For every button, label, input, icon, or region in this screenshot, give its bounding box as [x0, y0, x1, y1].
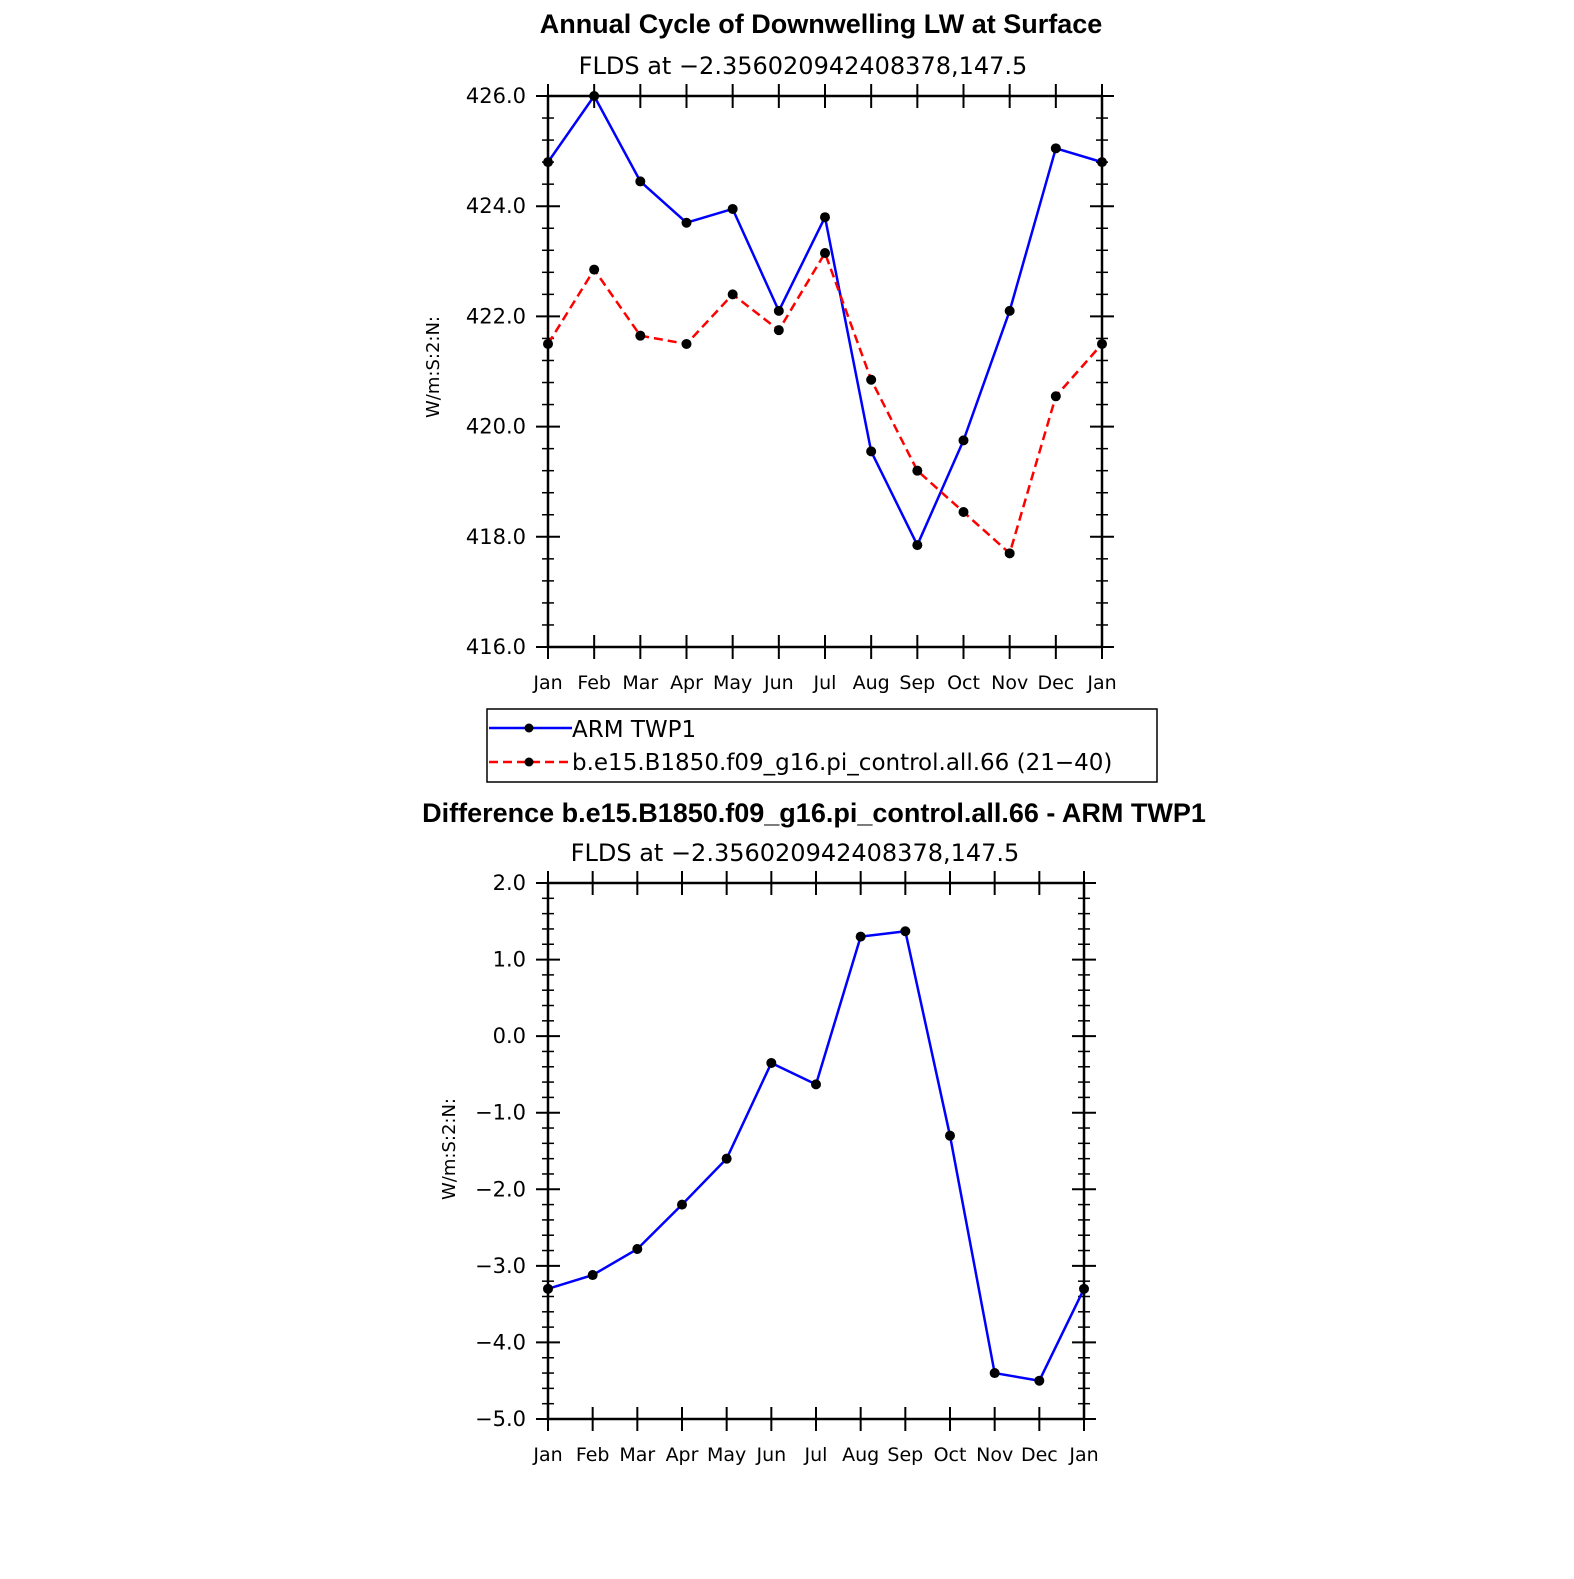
- top-chart-ticks: 416.0 418.0 420.0 422.0 424.0 426.0 Jan Feb Mar A…: [466, 84, 1117, 694]
- bottom-chart-ylabel: W/m:S:2:N:: [439, 1098, 460, 1200]
- bottom-series-0-point: [945, 1130, 955, 1141]
- top-xtick-label-aug: Aug: [853, 672, 890, 694]
- top-xtick-label-jan: Jan: [1086, 672, 1116, 694]
- top-series-0-point: [773, 305, 784, 316]
- top-xtick-label-nov: Nov: [991, 672, 1028, 694]
- top-ytick-label: 416.0: [466, 635, 526, 659]
- top-series-0-point: [727, 203, 738, 214]
- bottom-xtick-label-oct: Oct: [934, 1444, 967, 1466]
- bottom-ytick-label: 1.0: [493, 948, 526, 972]
- bottom-xtick-label-nov: Nov: [976, 1444, 1013, 1466]
- legend-box: [486, 708, 1158, 783]
- legend-marker-arm: [524, 723, 534, 733]
- top-series-line-1: [546, 251, 1103, 555]
- top-chart-ylabel: W/m:S:2:N:: [423, 316, 444, 418]
- top-xtick-label-oct: Oct: [947, 672, 980, 694]
- bottom-chart-title: Difference b.e15.B1850.f09_g16.pi_contro…: [422, 798, 1206, 828]
- top-series-1-point: [727, 289, 738, 300]
- top-chart-subtitle: FLDS at −2.356020942408378,147.5: [579, 52, 1028, 80]
- legend-item-model: b.e15.B1850.f09_g16.pi_control.all.66 (2…: [489, 750, 1112, 776]
- bottom-xtick-label-may: May: [707, 1444, 746, 1466]
- top-series-1-point: [958, 507, 969, 518]
- bottom-xtick-label-jan: Jan: [1068, 1444, 1098, 1466]
- bottom-series-0-point: [855, 931, 866, 942]
- legend-item-arm: ARM TWP1: [489, 717, 696, 743]
- bottom-series-0-point: [587, 1270, 598, 1281]
- bottom-series-0-point: [811, 1079, 821, 1090]
- bottom-series-0-point: [766, 1057, 777, 1068]
- top-ytick-label: 426.0: [466, 84, 526, 108]
- top-xtick-label-may: May: [713, 672, 752, 694]
- bottom-series-0-point: [632, 1244, 643, 1255]
- top-chart-title: Annual Cycle of Downwelling LW at Surfac…: [540, 9, 1103, 39]
- bottom-xtick-label-dec: Dec: [1021, 1444, 1058, 1466]
- top-series-0-point: [1050, 143, 1061, 154]
- bottom-ytick-label: −5.0: [475, 1407, 526, 1431]
- bottom-xtick-label-sep: Sep: [887, 1444, 923, 1466]
- top-xtick-label-mar: Mar: [622, 672, 658, 694]
- legend-label-arm: ARM TWP1: [572, 717, 696, 743]
- bottom-chart-ticks: −5.0 −4.0 −3.0 −2.0 −1.0 0.0 1.0 2.0 Jan Feb Mar Ap…: [475, 871, 1099, 1466]
- bottom-chart: Difference b.e15.B1850.f09_g16.pi_contro…: [422, 798, 1206, 1466]
- bottom-ytick-label: 2.0: [493, 871, 526, 895]
- top-xtick-label-dec: Dec: [1037, 672, 1074, 694]
- bottom-ytick-label: 0.0: [493, 1024, 526, 1048]
- top-series-0-point: [958, 435, 969, 446]
- top-chart-frame: [546, 94, 1104, 649]
- top-series-1-point: [589, 264, 600, 275]
- top-series-0-point: [820, 212, 830, 223]
- bottom-xtick-label-feb: Feb: [576, 1444, 610, 1466]
- bottom-ytick-label: −2.0: [475, 1177, 526, 1201]
- top-ytick-label: 418.0: [466, 525, 526, 549]
- bottom-series-0-point: [677, 1199, 687, 1210]
- top-series-0-point: [635, 176, 646, 187]
- legend-marker-model: [524, 757, 534, 767]
- legend-label-model: b.e15.B1850.f09_g16.pi_control.all.66 (2…: [572, 750, 1112, 776]
- top-xtick-label-sep: Sep: [899, 672, 935, 694]
- bottom-series-0-point: [989, 1368, 1000, 1379]
- top-xtick-label-jul: Jul: [813, 672, 837, 694]
- bottom-series-0-point: [900, 926, 911, 937]
- bottom-series-line-0: [547, 929, 1086, 1382]
- top-ytick-label: 420.0: [466, 415, 526, 439]
- bottom-series-0-point: [1034, 1375, 1045, 1386]
- top-xtick-label-jan: Jan: [532, 672, 562, 694]
- top-series-line-0: [546, 94, 1103, 547]
- top-series-1-point: [773, 325, 784, 336]
- top-ytick-label: 422.0: [466, 304, 526, 328]
- top-series-1-point: [912, 465, 923, 476]
- bottom-chart-series: [543, 926, 1089, 1386]
- top-series-1-point: [681, 338, 692, 349]
- top-ytick-label: 424.0: [466, 194, 526, 218]
- bottom-ytick-label: −3.0: [475, 1254, 526, 1278]
- top-series-0-point: [1004, 305, 1015, 316]
- top-chart: Annual Cycle of Downwelling LW at Surfac…: [423, 9, 1117, 694]
- top-series-1-point: [866, 374, 877, 385]
- bottom-xtick-label-aug: Aug: [842, 1444, 879, 1466]
- top-xtick-label-jun: Jun: [763, 672, 794, 694]
- top-series-1-point: [820, 248, 830, 259]
- bottom-xtick-label-mar: Mar: [619, 1444, 655, 1466]
- bottom-chart-frame: [546, 881, 1086, 1421]
- top-series-0-point: [866, 446, 877, 457]
- bottom-chart-subtitle: FLDS at −2.356020942408378,147.5: [571, 839, 1020, 867]
- bottom-xtick-label-jan: Jan: [532, 1444, 562, 1466]
- top-series-1-point: [1050, 391, 1061, 402]
- top-series-1-point: [635, 330, 646, 341]
- bottom-ytick-label: −4.0: [475, 1330, 526, 1354]
- top-xtick-label-apr: Apr: [670, 672, 703, 694]
- bottom-series-0-point: [721, 1153, 732, 1164]
- top-series-1-point: [1004, 548, 1015, 559]
- bottom-ytick-label: −1.0: [475, 1101, 526, 1125]
- top-series-0-point: [912, 540, 923, 551]
- legend: ARM TWP1 b.e15.B1850.f09_g16.pi_control.…: [486, 708, 1158, 783]
- bottom-xtick-label-jun: Jun: [755, 1444, 786, 1466]
- bottom-xtick-label-jul: Jul: [804, 1444, 828, 1466]
- top-series-0-point: [681, 217, 692, 228]
- top-chart-series: [543, 91, 1107, 559]
- top-xtick-label-feb: Feb: [577, 672, 611, 694]
- bottom-xtick-label-apr: Apr: [666, 1444, 699, 1466]
